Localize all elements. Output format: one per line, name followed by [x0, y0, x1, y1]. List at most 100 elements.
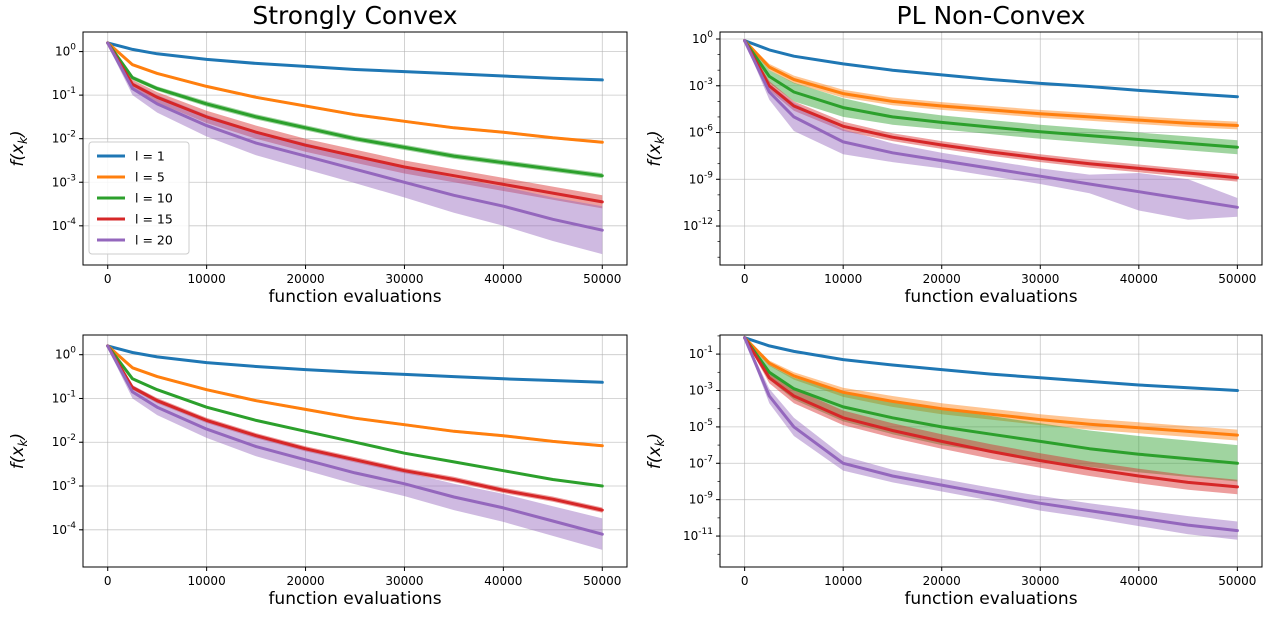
- x-tick-label: 20000: [923, 272, 961, 286]
- series-line-5: [106, 344, 604, 536]
- x-tick-label: 0: [104, 574, 112, 588]
- y-tick-label: 10-2: [52, 130, 76, 146]
- y-tick-label: 10-1: [52, 86, 76, 102]
- x-tick-label: 0: [104, 272, 112, 286]
- x-tick-label: 0: [741, 272, 749, 286]
- y-tick-label: 10-3: [52, 477, 76, 493]
- series-line-2: [743, 336, 1239, 437]
- y-tick-label: 10-1: [689, 345, 713, 361]
- series-line-2: [106, 41, 604, 144]
- x-axis-label: function evaluations: [268, 287, 441, 307]
- x-tick-label: 10000: [824, 574, 862, 588]
- y-tick-label: 10-11: [683, 527, 713, 543]
- x-tick-label: 30000: [385, 574, 423, 588]
- y-tick-label: 10-3: [689, 77, 713, 93]
- plot-area: [743, 336, 1239, 540]
- legend-label-3: l = 10: [135, 191, 173, 206]
- series-band-1: [107, 345, 603, 383]
- series-band-1: [107, 42, 603, 81]
- series-line-5: [743, 39, 1239, 209]
- y-tick-label: 10-2: [52, 433, 76, 449]
- series-band-5: [107, 343, 603, 550]
- y-tick-label: 10-3: [689, 381, 713, 397]
- y-tick-label: 10-1: [52, 389, 76, 405]
- series-line-3: [743, 39, 1239, 149]
- series-line-1: [106, 41, 604, 82]
- chart-panel-2: 0 10000 20000 30000 40000 50000 100 10-3 10-6 10-…: [645, 1, 1263, 307]
- plot-area: [106, 343, 604, 550]
- series-line-4: [106, 41, 604, 204]
- x-axis-label: function evaluations: [904, 589, 1077, 609]
- y-tick-label: 10-9: [689, 170, 714, 186]
- series-line-5: [743, 336, 1239, 533]
- series-line-1: [106, 344, 604, 384]
- x-tick-label: 0: [741, 574, 749, 588]
- plot-area: [743, 39, 1239, 220]
- y-axis-label: f(xk): [8, 130, 30, 166]
- chart-panel-1: 0 10000 20000 30000 40000 50000 100 10-1 10-2 10-…: [8, 1, 628, 307]
- series-line-2: [106, 344, 604, 448]
- legend-label-2: l = 5: [135, 170, 165, 185]
- x-tick-label: 40000: [484, 574, 522, 588]
- chart-title: Strongly Convex: [252, 1, 457, 30]
- y-tick-label: 10-9: [689, 491, 714, 507]
- series-line-1: [743, 39, 1239, 99]
- series-line-3: [106, 344, 604, 488]
- y-tick-label: 100: [692, 30, 713, 46]
- series-line-4: [106, 344, 604, 512]
- legend-box: [88, 141, 190, 255]
- chart-panel-3: 0 10000 20000 30000 40000 50000 100 10-1 10-2 10-…: [8, 334, 628, 609]
- axes-frame: [719, 334, 1263, 568]
- y-axis-label: f(xk): [645, 130, 667, 166]
- x-tick-label: 30000: [1021, 272, 1059, 286]
- series-line-1: [743, 336, 1239, 392]
- series-band-2: [744, 39, 1238, 130]
- x-tick-label: 10000: [188, 272, 226, 286]
- series-band-4: [744, 336, 1238, 495]
- series-line-5: [106, 41, 604, 232]
- x-tick-label: 50000: [583, 272, 621, 286]
- x-tick-label: 40000: [484, 272, 522, 286]
- x-tick-label: 50000: [1218, 574, 1256, 588]
- legend: l = 1 l = 5 l = 10 l = 15 l = 20: [88, 141, 190, 255]
- series-line-4: [743, 39, 1239, 180]
- x-axis-label: function evaluations: [904, 287, 1077, 307]
- series-line-4: [743, 336, 1239, 489]
- y-tick-label: 100: [55, 43, 76, 59]
- y-axis-label: f(xk): [645, 433, 667, 469]
- y-tick-label: 100: [55, 346, 76, 362]
- series-band-5: [744, 39, 1238, 220]
- x-tick-label: 40000: [1120, 574, 1158, 588]
- axes-frame: [719, 31, 1263, 266]
- chart-panel-4: 0 10000 20000 30000 40000 50000 10-1 10-3 10-5 10…: [645, 334, 1263, 609]
- series-line-2: [743, 39, 1239, 127]
- y-tick-label: 10-12: [683, 217, 713, 233]
- series-band-5: [744, 336, 1238, 540]
- legend-label-1: l = 1: [135, 149, 165, 164]
- x-tick-label: 30000: [385, 272, 423, 286]
- x-tick-label: 30000: [1021, 574, 1059, 588]
- x-tick-label: 50000: [583, 574, 621, 588]
- series-band-3: [744, 336, 1238, 482]
- chart-title: PL Non-Convex: [897, 1, 1086, 30]
- x-tick-label: 20000: [286, 574, 324, 588]
- axes-frame: [82, 334, 628, 568]
- x-tick-label: 40000: [1120, 272, 1158, 286]
- legend-label-5: l = 20: [135, 233, 173, 248]
- y-axis-label: f(xk): [8, 433, 30, 469]
- x-tick-label: 20000: [923, 574, 961, 588]
- plot-area: [106, 40, 604, 255]
- y-tick-label: 10-5: [689, 418, 713, 434]
- axes-frame: [82, 31, 628, 266]
- series-band-4: [107, 344, 603, 513]
- y-tick-label: 10-6: [689, 124, 714, 140]
- legend-label-4: l = 15: [135, 212, 173, 227]
- y-tick-label: 10-4: [52, 217, 77, 233]
- y-tick-label: 10-4: [52, 521, 77, 537]
- x-tick-label: 50000: [1218, 272, 1256, 286]
- series-line-3: [743, 336, 1239, 465]
- x-tick-label: 10000: [188, 574, 226, 588]
- x-tick-label: 20000: [286, 272, 324, 286]
- y-tick-label: 10-3: [52, 173, 76, 189]
